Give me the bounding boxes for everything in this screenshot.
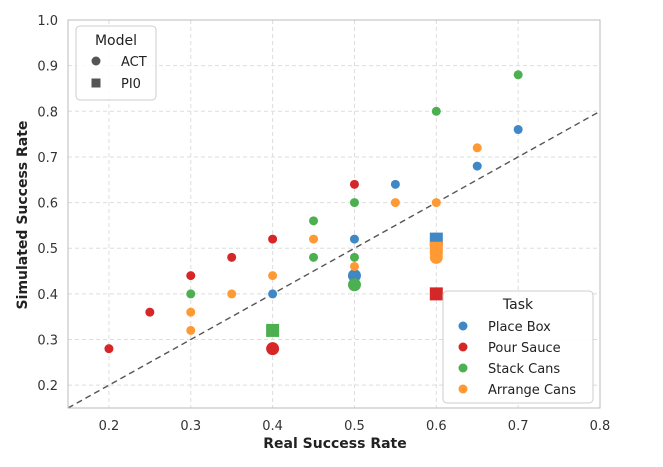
x-axis-label: Real Success Rate	[263, 436, 407, 452]
arrange-cans-act-point	[227, 289, 237, 299]
legend-arrange-cans-marker	[458, 384, 468, 394]
arrange-cans-act-point	[390, 198, 400, 208]
legend-stack-cans-marker	[458, 363, 468, 373]
pour-sauce-act-point	[266, 342, 280, 356]
stack-cans-pi0-point	[266, 323, 280, 337]
legend-pi0-label: PI0	[121, 77, 141, 92]
arrange-cans-act-point	[186, 325, 196, 335]
stack-cans-act-point	[309, 252, 319, 262]
place-box-act-point	[513, 125, 523, 135]
y-axis-label: Simulated Success Rate	[15, 121, 31, 310]
stack-cans-act-point	[349, 198, 359, 208]
y-tick-label: 0.7	[37, 151, 58, 166]
task-legend: Task Place Box Pour Sauce Stack Cans Arr…	[442, 290, 594, 404]
place-box-act-point	[472, 161, 482, 171]
stack-cans-act-point	[431, 106, 441, 116]
y-tick-label: 0.3	[37, 334, 58, 349]
x-tick-label: 0.2	[99, 419, 120, 434]
pour-sauce-act-point	[349, 179, 359, 189]
legend-pi0-marker	[91, 78, 101, 88]
plot-frame	[67, 19, 601, 409]
stack-cans-act-point	[349, 252, 359, 262]
stack-cans-act-point	[186, 289, 196, 299]
y-tick-label: 0.4	[37, 288, 58, 303]
model-legend-title: Model	[95, 33, 137, 49]
arrange-cans-act-point	[431, 198, 441, 208]
x-tick-label: 0.8	[590, 419, 611, 434]
place-box-act-point	[349, 234, 359, 244]
stack-cans-act-point	[347, 278, 361, 292]
y-tick-label: 0.6	[37, 197, 58, 212]
arrange-cans-act-point	[472, 143, 482, 153]
legend-stack-cans-label: Stack Cans	[488, 362, 560, 377]
place-box-act-point	[390, 179, 400, 189]
pour-sauce-act-point	[268, 234, 278, 244]
x-tick-label: 0.7	[508, 419, 529, 434]
arrange-cans-act-point	[268, 271, 278, 281]
pour-sauce-act-point	[145, 307, 155, 317]
y-tick-label: 0.8	[37, 105, 58, 120]
y-tick-label: 0.2	[37, 379, 58, 394]
task-legend-box	[442, 290, 594, 404]
pour-sauce-act-point	[104, 344, 114, 354]
arrange-cans-act-point	[309, 234, 319, 244]
tick-labels: 0.2 0.3 0.4 0.5 0.6 0.7 0.8 0.2 0.3 0.4 0.5 0.6 0.7 0…	[37, 14, 610, 434]
x-tick-label: 0.6	[426, 419, 447, 434]
pour-sauce-act-point	[186, 271, 196, 281]
legend-arrange-cans-label: Arrange Cans	[488, 383, 576, 398]
pour-sauce-act-point	[227, 252, 237, 262]
arrange-cans-act-point	[186, 307, 196, 317]
x-tick-label: 0.4	[262, 419, 283, 434]
x-tick-label: 0.5	[344, 419, 365, 434]
legend-act-label: ACT	[121, 55, 147, 70]
y-tick-label: 0.9	[37, 60, 58, 75]
arrange-cans-pi0-point	[429, 241, 443, 255]
arrange-cans-act-point	[349, 261, 359, 271]
legend-place-box-marker	[458, 321, 468, 331]
y-tick-label: 0.5	[37, 242, 58, 257]
x-tick-label: 0.3	[180, 419, 201, 434]
legend-pour-sauce-marker	[458, 342, 468, 352]
reference-diagonal-line	[67, 110, 601, 409]
legend-act-marker	[91, 56, 101, 66]
model-legend: Model ACT PI0	[75, 25, 157, 101]
task-legend-title: Task	[502, 297, 534, 313]
data-points	[104, 70, 523, 356]
y-tick-label: 1.0	[37, 14, 58, 29]
stack-cans-act-point	[513, 70, 523, 80]
legend-pour-sauce-label: Pour Sauce	[488, 341, 561, 356]
pour-sauce-pi0-point	[429, 287, 443, 301]
place-box-act-point	[347, 269, 361, 283]
place-box-act-point	[268, 289, 278, 299]
legend-place-box-label: Place Box	[488, 320, 551, 335]
stack-cans-act-point	[309, 216, 319, 226]
